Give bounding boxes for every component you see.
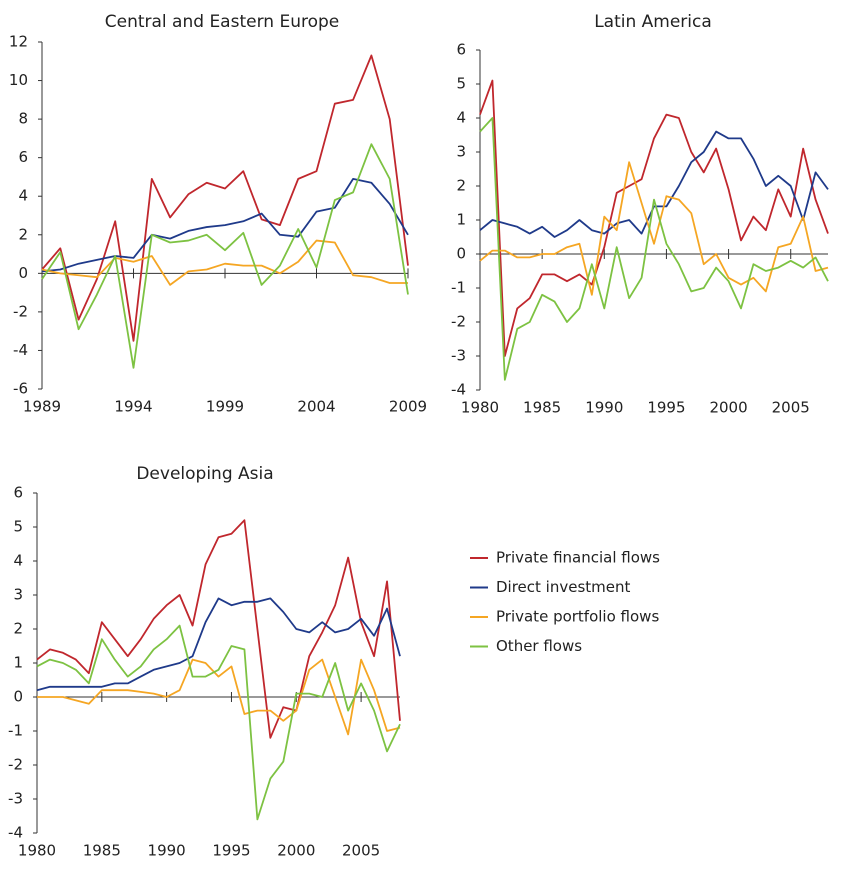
y-tick-label: 0 — [456, 245, 466, 263]
series-line — [479, 117, 829, 381]
series-line — [36, 624, 401, 821]
x-tick-label: 1989 — [23, 398, 61, 416]
x-tick-label: 1994 — [114, 398, 152, 416]
x-tick-label: 1990 — [148, 842, 186, 860]
series-line — [41, 143, 409, 369]
y-tick-label: -2 — [451, 313, 466, 331]
y-tick-label: 4 — [456, 109, 466, 127]
y-tick-label: 12 — [9, 33, 28, 51]
x-tick-label: 2005 — [342, 842, 380, 860]
x-tick-label: 2005 — [772, 399, 810, 417]
legend-label: Direct investment — [496, 578, 631, 596]
y-tick-label: 10 — [9, 71, 28, 89]
y-tick-label: 0 — [13, 688, 23, 706]
x-tick-label: 1985 — [83, 842, 121, 860]
y-tick-label: -3 — [8, 790, 23, 808]
y-tick-label: 2 — [18, 225, 28, 243]
x-tick-label: 1985 — [523, 399, 561, 417]
y-tick-label: -4 — [451, 381, 466, 399]
y-tick-label: 1 — [456, 211, 466, 229]
x-tick-label: 1980 — [461, 399, 499, 417]
y-tick-label: -2 — [8, 756, 23, 774]
chart-title: Developing Asia — [136, 464, 273, 484]
y-tick-label: 6 — [13, 484, 23, 502]
chart-title: Central and Eastern Europe — [105, 12, 339, 32]
y-tick-label: 8 — [18, 110, 28, 128]
y-tick-label: 4 — [13, 552, 23, 570]
series-line — [37, 658, 401, 736]
y-tick-label: -2 — [13, 302, 28, 320]
y-tick-label: 4 — [18, 187, 28, 205]
x-tick-label: 1980 — [18, 842, 56, 860]
chart-title: Latin America — [594, 12, 712, 32]
x-tick-label: 2000 — [709, 399, 747, 417]
y-tick-label: 5 — [13, 518, 23, 536]
x-tick-label: 1999 — [206, 398, 244, 416]
y-tick-label: -1 — [8, 722, 23, 740]
series-line — [479, 130, 829, 238]
legend-label: Other flows — [496, 637, 582, 655]
y-tick-label: 6 — [456, 41, 466, 59]
y-tick-label: -4 — [8, 824, 23, 842]
series-line — [41, 177, 409, 273]
y-tick-label: 3 — [13, 586, 23, 604]
y-tick-label: -6 — [13, 380, 28, 398]
x-tick-label: 2004 — [297, 398, 335, 416]
y-tick-label: 0 — [18, 264, 28, 282]
x-tick-label: 1990 — [585, 399, 623, 417]
x-tick-label: 1995 — [647, 399, 685, 417]
y-tick-label: 6 — [18, 148, 28, 166]
series-line — [479, 161, 829, 296]
series-line — [479, 79, 829, 357]
x-tick-label: 2000 — [277, 842, 315, 860]
y-tick-label: 5 — [456, 75, 466, 93]
legend-label: Private financial flows — [496, 549, 660, 567]
legend-label: Private portfolio flows — [496, 608, 659, 626]
y-tick-label: 2 — [456, 177, 466, 195]
y-tick-label: -4 — [13, 341, 28, 359]
y-tick-label: -1 — [451, 279, 466, 297]
y-tick-label: 2 — [13, 620, 23, 638]
x-tick-label: 2009 — [389, 398, 427, 416]
series-line — [36, 597, 401, 692]
series-line — [41, 239, 408, 286]
y-tick-label: -3 — [451, 347, 466, 365]
y-tick-label: 1 — [13, 654, 23, 672]
y-tick-label: 3 — [456, 143, 466, 161]
series-line — [36, 519, 401, 739]
series-line — [41, 54, 409, 342]
x-tick-label: 1995 — [212, 842, 250, 860]
